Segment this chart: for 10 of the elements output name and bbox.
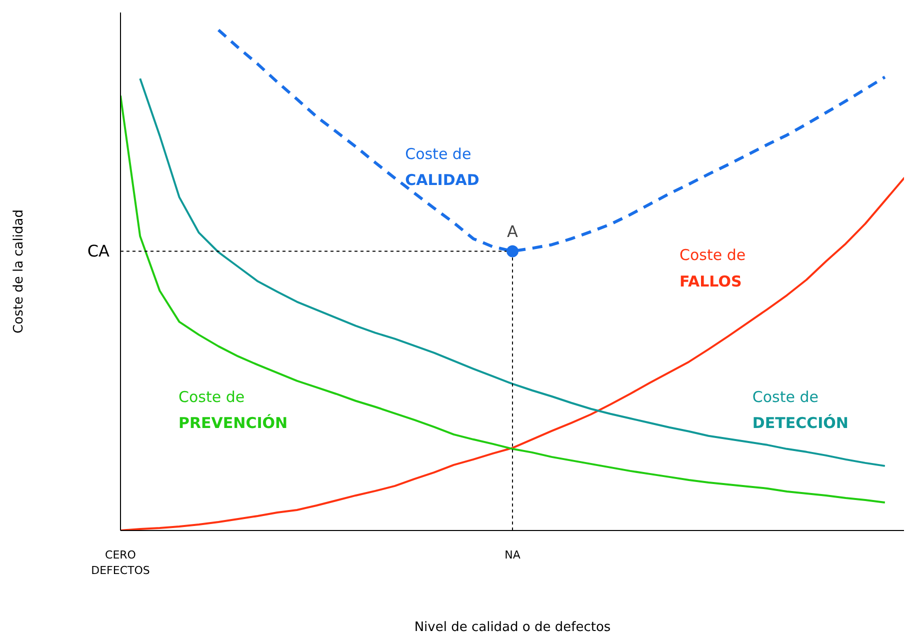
annotation: A <box>507 222 518 242</box>
series-label: Coste de DETECCIÓN <box>752 388 848 432</box>
x-axis-title: Nivel de calidad o de defectos <box>414 620 611 636</box>
text: CA <box>87 242 110 261</box>
series-label: Coste de FALLOS <box>679 246 746 290</box>
y-axis-title: Coste de la calidad <box>11 210 26 334</box>
series-label: Coste de CALIDAD <box>405 145 480 190</box>
x-tick-label: NA <box>504 548 521 562</box>
series-label: Coste de PREVENCIÓN <box>178 388 288 432</box>
x-tick-label: CERO DEFECTOS <box>91 548 150 578</box>
